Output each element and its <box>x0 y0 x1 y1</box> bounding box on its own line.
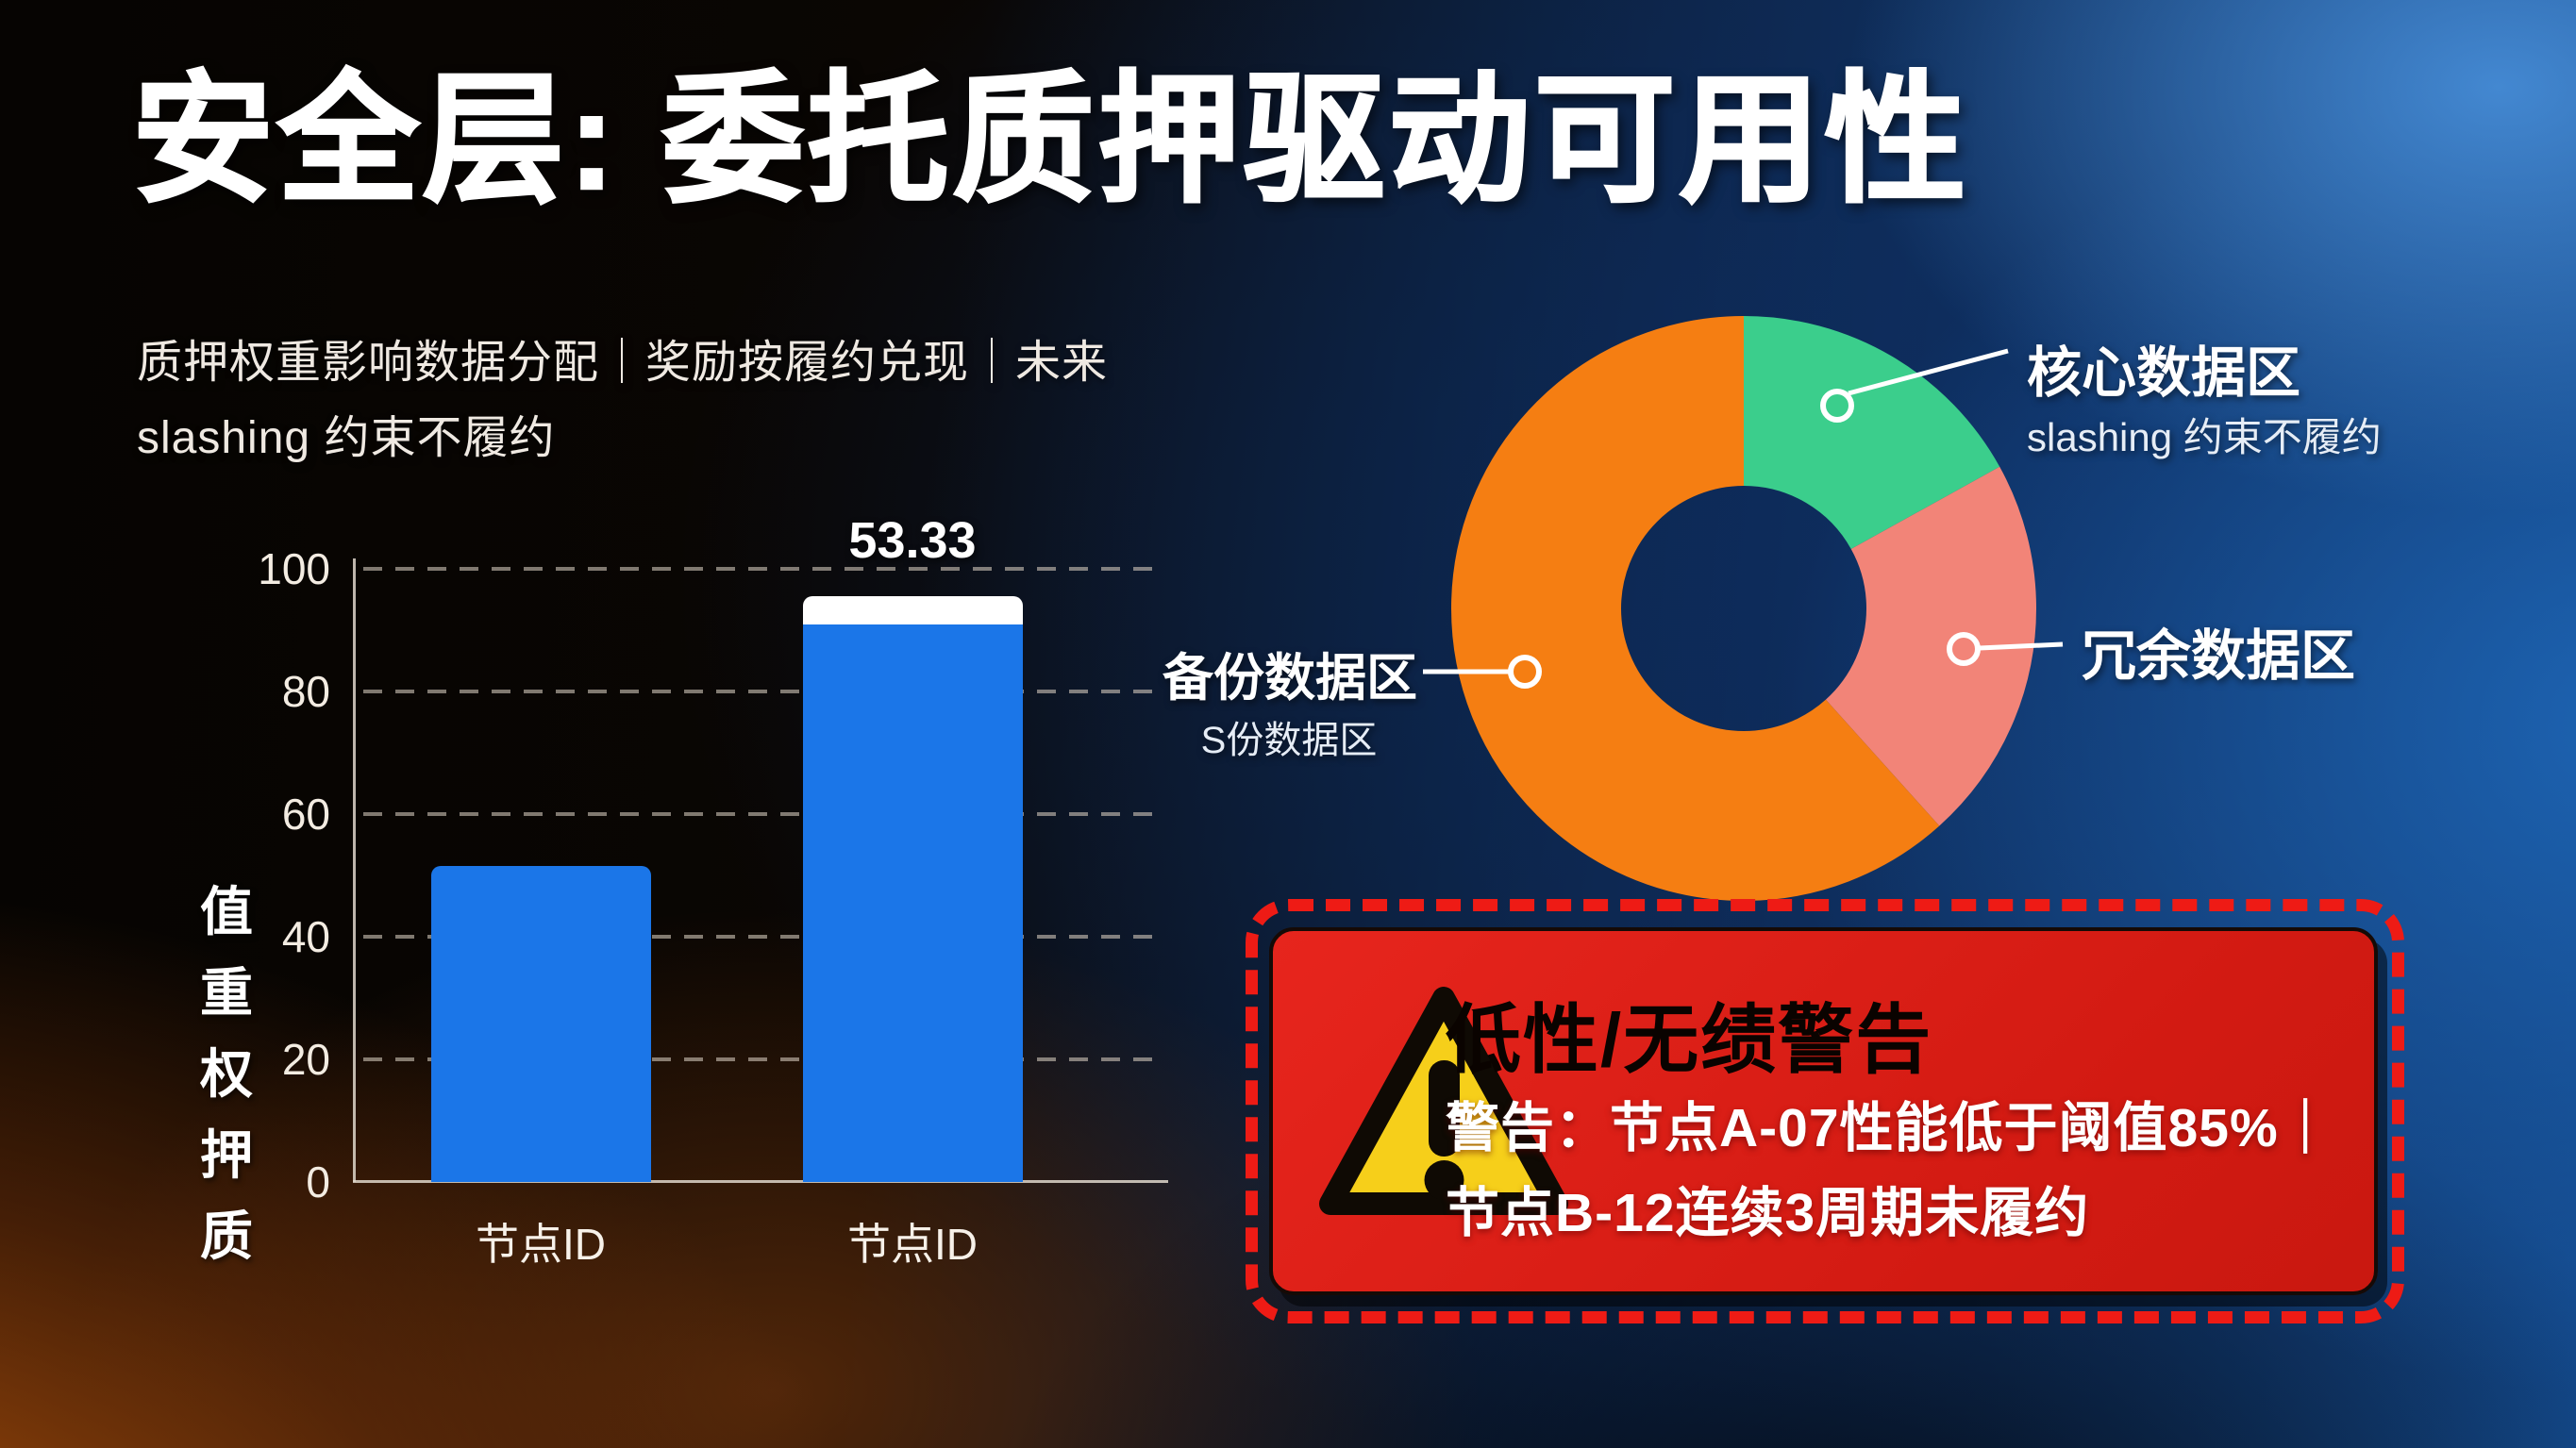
donut-sublabel-backup: S份数据区 <box>1200 720 1378 761</box>
y-axis-label-char: 值 <box>200 882 253 941</box>
callout-line-core <box>1848 348 2009 396</box>
y-tick-label-60: 60 <box>281 790 330 839</box>
y-tick-label-100: 100 <box>258 544 330 593</box>
warning-body-line-1: 警告：节点A-07性能低于阈值85%｜ <box>1446 1098 2333 1158</box>
gridline-20 <box>363 1057 1161 1061</box>
x-category-label: 节点ID <box>476 1220 606 1269</box>
gridline-60 <box>363 812 1161 816</box>
bar <box>802 624 1023 1182</box>
y-axis-line <box>353 558 356 1182</box>
gridline-80 <box>363 690 1161 693</box>
page-title: 安全层: 委托质押驱动可用性 <box>131 59 1970 220</box>
callout-ring-icon-backup <box>1508 655 1542 689</box>
donut-segment-0 <box>1451 316 2036 901</box>
callout-line-redundant <box>1979 641 2064 651</box>
y-tick-label-80: 80 <box>281 667 330 716</box>
bar-cap-segment <box>802 596 1023 624</box>
x-category-label: 节点ID <box>847 1220 978 1269</box>
y-axis-label-char: 权 <box>200 1044 253 1104</box>
callout-ring-icon-redundant <box>1947 632 1981 666</box>
donut-segment-2 <box>1451 316 2036 901</box>
subtitle-line-1: 质押权重影响数据分配｜奖励按履约兑现｜未来 <box>137 338 1109 388</box>
y-axis-label-char: 重 <box>200 963 253 1023</box>
warning-triangle-icon <box>1319 987 1568 1215</box>
warning-title: 低性/无绩警告 <box>1446 998 1933 1082</box>
donut-sublabel-core: slashing 约束不履约 <box>2027 415 2382 459</box>
donut-label-redundant: 冗余数据区 <box>2082 625 2356 687</box>
y-tick-label-20: 20 <box>281 1035 330 1084</box>
gridline-100 <box>363 567 1161 571</box>
donut-segment-1 <box>1451 316 2036 901</box>
callout-ring-icon-core <box>1820 389 1854 423</box>
warning-body-line-2: 节点B-12连续3周期未履约 <box>1446 1183 2090 1243</box>
y-tick-label-40: 40 <box>281 912 330 961</box>
y-axis-label-char: 质 <box>200 1207 253 1266</box>
gridline-40 <box>363 935 1161 939</box>
y-tick-label-0: 0 <box>306 1157 330 1207</box>
bar <box>430 866 651 1182</box>
donut-segments <box>1451 316 2036 901</box>
warning-dashed-border <box>1246 899 2404 1323</box>
donut-label-backup: 备份数据区 <box>1163 650 1417 707</box>
subtitle-line-2: slashing 约束不履约 <box>137 413 556 463</box>
bar-value-label: 53.33 <box>848 512 977 570</box>
y-axis-label-char: 押 <box>200 1125 253 1185</box>
x-axis-line <box>353 1180 1168 1183</box>
donut-label-core: 核心数据区 <box>2027 342 2301 404</box>
